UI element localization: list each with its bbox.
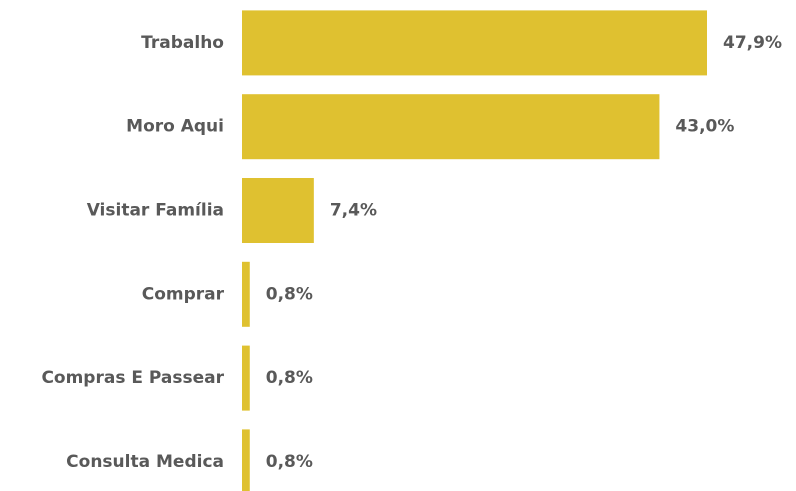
bar (242, 345, 250, 411)
bar (242, 178, 314, 243)
category-label: Comprar (142, 284, 225, 304)
category-label: Consulta Medica (66, 452, 224, 472)
value-label: 7,4% (330, 201, 377, 221)
value-label: 0,8% (266, 284, 313, 304)
bar (242, 429, 250, 491)
bar (242, 10, 707, 76)
category-label: Compras E Passear (41, 368, 224, 388)
category-label: Visitar Família (87, 201, 224, 221)
category-label: Moro Aqui (126, 117, 224, 137)
bar (242, 94, 660, 160)
value-label: 43,0% (675, 117, 734, 137)
value-label: 0,8% (266, 452, 313, 472)
category-label: Trabalho (141, 33, 224, 53)
value-label: 47,9% (723, 33, 782, 53)
bar (242, 261, 250, 327)
value-label: 0,8% (266, 368, 313, 388)
